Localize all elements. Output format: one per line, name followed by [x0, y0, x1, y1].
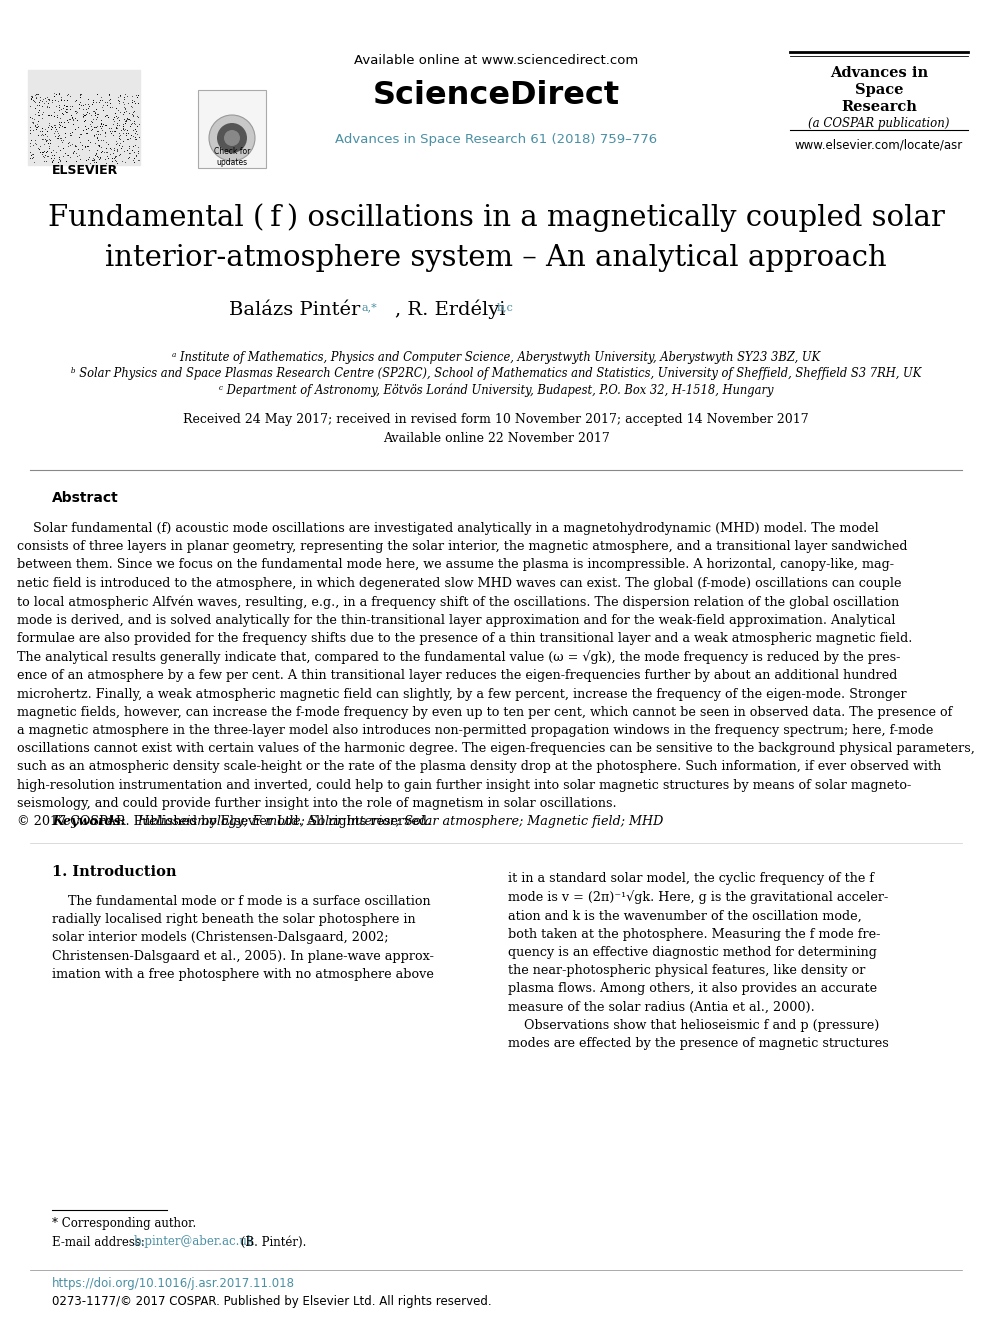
Text: a,*: a,*	[362, 302, 378, 312]
Text: ᵇ Solar Physics and Space Plasmas Research Centre (SP2RC), School of Mathematics: ᵇ Solar Physics and Space Plasmas Resear…	[70, 368, 922, 381]
Text: Keywords:: Keywords:	[52, 815, 125, 828]
Text: (B. Pintér).: (B. Pintér).	[237, 1236, 307, 1249]
Text: 1. Introduction: 1. Introduction	[52, 865, 177, 878]
Text: b.pinter@aber.ac.uk: b.pinter@aber.ac.uk	[134, 1236, 255, 1249]
Text: Helioseismology; F mode; Solar interior; Solar atmosphere; Magnetic field; MHD: Helioseismology; F mode; Solar interior;…	[130, 815, 664, 828]
Circle shape	[209, 115, 255, 161]
Text: Advances in Space Research 61 (2018) 759–776: Advances in Space Research 61 (2018) 759…	[335, 134, 657, 147]
Text: it in a standard solar model, the cyclic frequency of the f
mode is v = (2π)⁻¹√g: it in a standard solar model, the cyclic…	[508, 872, 889, 1050]
Text: b,c: b,c	[497, 302, 514, 312]
Text: Balázs Pintér: Balázs Pintér	[229, 302, 360, 319]
Text: 0273-1177/© 2017 COSPAR. Published by Elsevier Ltd. All rights reserved.: 0273-1177/© 2017 COSPAR. Published by El…	[52, 1295, 492, 1308]
Text: https://doi.org/10.1016/j.asr.2017.11.018: https://doi.org/10.1016/j.asr.2017.11.01…	[52, 1278, 295, 1290]
Text: E-mail address:: E-mail address:	[52, 1236, 149, 1249]
Text: (a COSPAR publication): (a COSPAR publication)	[808, 116, 949, 130]
Text: * Corresponding author.: * Corresponding author.	[52, 1217, 196, 1230]
Bar	[198, 90, 266, 168]
Bar	[28, 70, 140, 165]
Text: Check for
updates: Check for updates	[214, 147, 250, 167]
Text: The fundamental mode or f mode is a surface oscillation
radially localised right: The fundamental mode or f mode is a surf…	[52, 894, 434, 980]
Text: ᵃ Institute of Mathematics, Physics and Computer Science, Aberystwyth University: ᵃ Institute of Mathematics, Physics and …	[172, 352, 820, 365]
Text: ELSEVIER: ELSEVIER	[52, 164, 118, 176]
Text: Solar fundamental (f) acoustic mode oscillations are investigated analytically i: Solar fundamental (f) acoustic mode osci…	[17, 523, 975, 828]
Text: Advances in: Advances in	[830, 66, 929, 79]
Text: www.elsevier.com/locate/asr: www.elsevier.com/locate/asr	[795, 139, 963, 152]
Text: interior-atmosphere system – An analytical approach: interior-atmosphere system – An analytic…	[105, 243, 887, 273]
Circle shape	[217, 123, 247, 153]
Text: Research: Research	[841, 101, 917, 114]
Text: Abstract: Abstract	[52, 491, 119, 505]
Text: ScienceDirect: ScienceDirect	[372, 79, 620, 111]
Text: Space: Space	[855, 83, 904, 97]
Text: Fundamental ( f ) oscillations in a magnetically coupled solar: Fundamental ( f ) oscillations in a magn…	[48, 204, 944, 233]
Text: Available online 22 November 2017: Available online 22 November 2017	[383, 431, 609, 445]
Text: Available online at www.sciencedirect.com: Available online at www.sciencedirect.co…	[354, 53, 638, 66]
Text: ᶜ Department of Astronomy, Eötvös Loránd University, Budapest, P.O. Box 32, H-15: ᶜ Department of Astronomy, Eötvös Loránd…	[219, 384, 773, 397]
Text: Received 24 May 2017; received in revised form 10 November 2017; accepted 14 Nov: Received 24 May 2017; received in revise…	[184, 414, 808, 426]
Circle shape	[224, 130, 240, 146]
Text: , R. Erdélyi: , R. Erdélyi	[395, 299, 506, 319]
